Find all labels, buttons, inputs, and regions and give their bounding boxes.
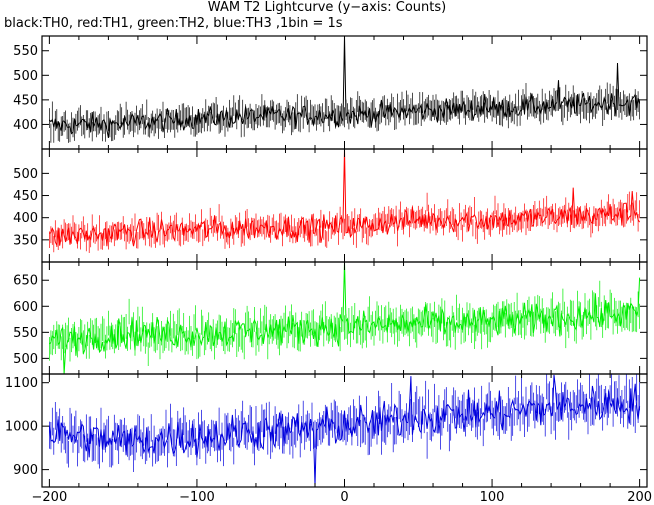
y-tick-label: 1000: [5, 420, 38, 435]
y-tick-label: 500: [13, 69, 38, 84]
series-errorbars-TH3: [49, 374, 640, 472]
x-tick-label: 0: [340, 490, 348, 505]
y-tick-label: 600: [13, 300, 38, 315]
y-tick-label: 900: [13, 463, 38, 478]
x-tick-label: 100: [480, 490, 505, 505]
y-tick-label: 450: [13, 189, 38, 204]
y-tick-label: 400: [13, 118, 38, 133]
y-tick-label: 400: [13, 211, 38, 226]
x-tick-label: 200: [627, 490, 652, 505]
chart-subtitle: black:TH0, red:TH1, green:TH2, blue:TH3 …: [4, 16, 343, 31]
y-tick-label: 550: [13, 44, 38, 59]
series-errorbars-TH0: [49, 82, 640, 143]
chart-title: WAM T2 Lightcurve (y−axis: Counts): [207, 0, 447, 15]
y-tick-label: 1100: [5, 376, 38, 391]
y-tick-label: 350: [13, 233, 38, 248]
y-tick-label: 650: [13, 274, 38, 289]
y-tick-label: 450: [13, 93, 38, 108]
series-errorbars-TH1: [49, 191, 640, 253]
y-tick-label: 550: [13, 326, 38, 341]
x-tick-label: −100: [179, 490, 215, 505]
y-tick-label: 500: [13, 352, 38, 367]
x-tick-label: −200: [32, 490, 68, 505]
y-tick-label: 500: [13, 167, 38, 182]
series-errorbars-TH2: [49, 280, 640, 366]
series-line-TH3: [48, 374, 641, 487]
